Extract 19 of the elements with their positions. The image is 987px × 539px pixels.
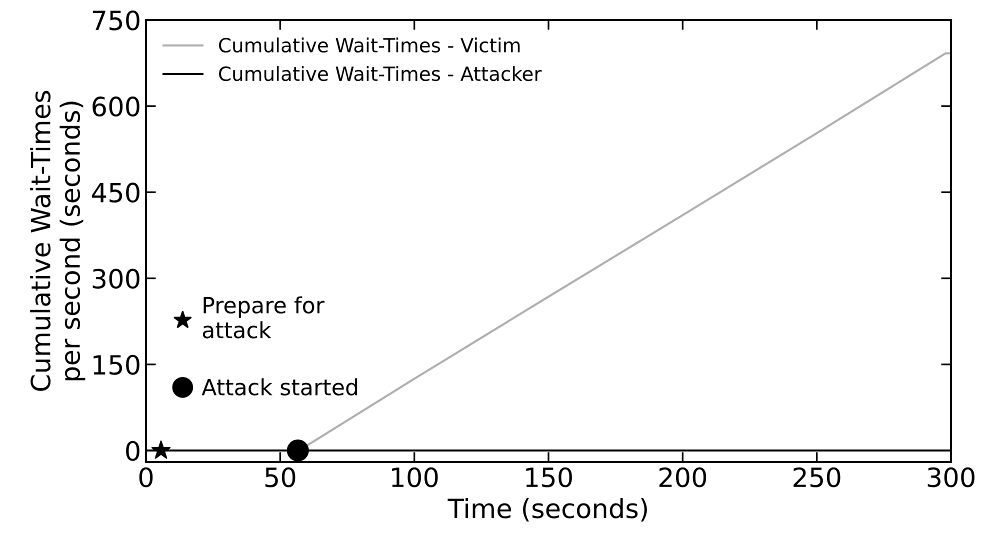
x-tick-label: 0 bbox=[139, 467, 153, 488]
y-tick-label: 600 bbox=[92, 96, 140, 117]
legend-label: Prepare for attack bbox=[202, 296, 325, 338]
y-tick-label: 300 bbox=[92, 268, 140, 289]
legend-label: Attack started bbox=[202, 378, 358, 396]
x-tick-label: 200 bbox=[659, 467, 706, 488]
y-tick-label: 750 bbox=[92, 10, 140, 30]
y-tick-label: 150 bbox=[94, 354, 140, 375]
legend-label: Cumulative Wait-Times - Attacker bbox=[219, 66, 542, 82]
y-axis-title: Cumulative Wait-Times per second (seconds) bbox=[30, 90, 86, 391]
y-tick-label: 450 bbox=[92, 182, 140, 203]
x-axis-title: Time (seconds) bbox=[448, 498, 647, 522]
x-tick-label: 250 bbox=[794, 467, 840, 488]
x-tick-label: 100 bbox=[392, 467, 438, 488]
x-tick-label: 150 bbox=[526, 467, 572, 488]
legend-label: Cumulative Wait-Times - Victim bbox=[219, 38, 520, 53]
x-tick-label: 50 bbox=[265, 467, 296, 488]
y-tick-label: 0 bbox=[126, 440, 140, 461]
x-tick-label: 300 bbox=[928, 467, 974, 488]
